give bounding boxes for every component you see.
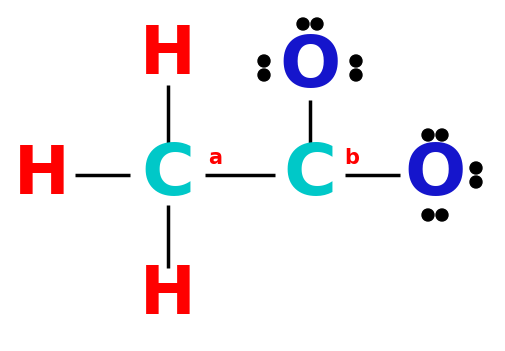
Circle shape (421, 209, 433, 221)
Text: O: O (279, 33, 340, 102)
Circle shape (258, 69, 270, 81)
Text: a: a (208, 148, 222, 168)
Text: H: H (14, 142, 70, 208)
Circle shape (258, 55, 270, 67)
Circle shape (296, 18, 309, 30)
Circle shape (349, 69, 361, 81)
Text: O: O (403, 140, 465, 210)
Text: C: C (283, 140, 336, 210)
Circle shape (435, 209, 447, 221)
Text: C: C (141, 140, 194, 210)
Circle shape (469, 176, 481, 188)
Text: b: b (344, 148, 359, 168)
Text: H: H (140, 22, 195, 88)
Circle shape (435, 129, 447, 141)
Circle shape (421, 129, 433, 141)
Circle shape (311, 18, 322, 30)
Circle shape (469, 162, 481, 174)
Circle shape (349, 55, 361, 67)
Text: H: H (140, 262, 195, 328)
